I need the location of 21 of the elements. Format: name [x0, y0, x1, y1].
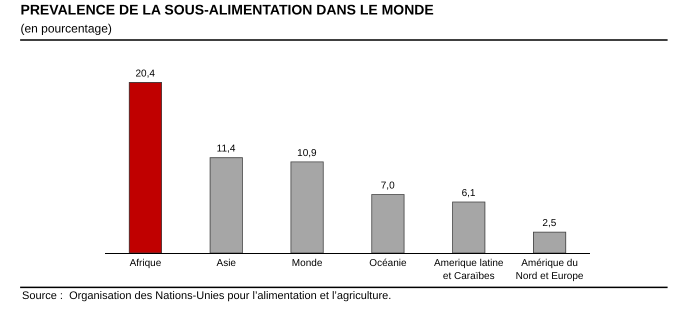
source-note: Source : Organisation des Nations-Unies pour l’alimentation et l’agriculture. — [22, 290, 392, 302]
data-label: 11,4 — [216, 144, 236, 155]
bar — [452, 202, 486, 253]
data-label: 7,0 — [380, 180, 396, 192]
x-tick-label: Afrique — [130, 258, 162, 269]
data-label: 2,5 — [542, 218, 557, 230]
x-tick-label: Amerique latine et Caraïbes — [434, 258, 504, 282]
bar — [128, 82, 162, 253]
data-label: 6,1 — [462, 188, 476, 200]
bar — [533, 232, 566, 253]
x-tick-label: Océanie — [369, 258, 407, 269]
chart-subtitle: (en pourcentage) — [20, 22, 112, 36]
bar — [290, 161, 324, 253]
x-tick-label: Asie — [216, 258, 236, 269]
data-label: 10,9 — [297, 148, 318, 159]
bar — [371, 194, 404, 253]
data-label: 20,4 — [135, 68, 156, 80]
x-tick-label: Monde — [292, 258, 323, 269]
chart-title: PREVALENCE DE LA SOUS-ALIMENTATION DANS LE MONDE — [20, 2, 434, 18]
x-tick-label: Amérique du Nord et Europe — [516, 258, 584, 282]
bar — [210, 157, 243, 253]
